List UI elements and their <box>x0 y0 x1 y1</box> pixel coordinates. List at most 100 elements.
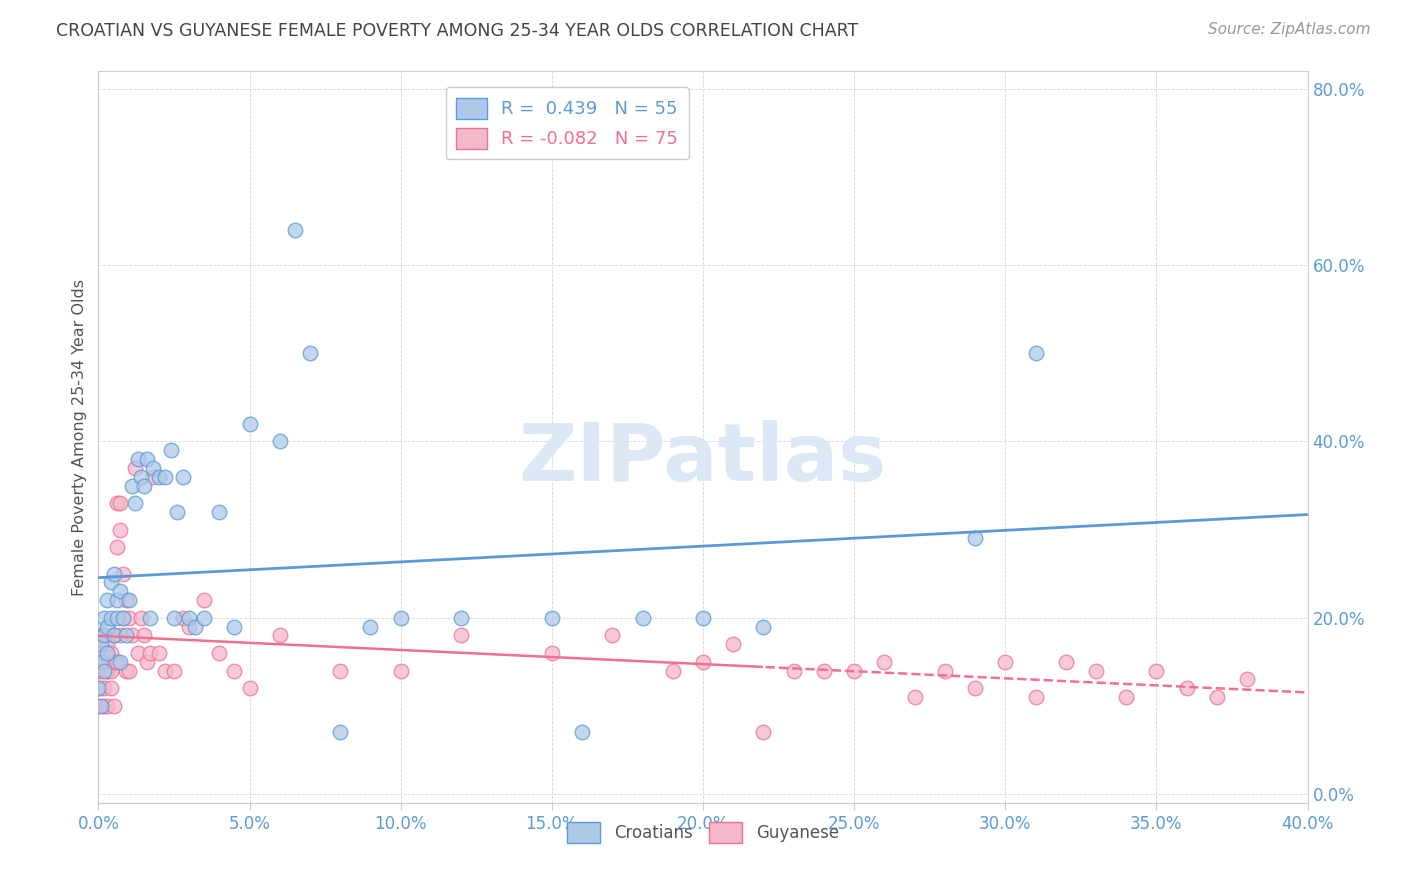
Point <box>93 628 115 642</box>
Point <box>269 628 291 642</box>
Point <box>148 646 170 660</box>
Point <box>389 664 412 678</box>
Point <box>135 655 157 669</box>
Point <box>127 646 149 660</box>
Point <box>96 593 118 607</box>
Point <box>602 628 624 642</box>
Point <box>1054 655 1077 669</box>
Point <box>239 681 262 696</box>
Point <box>96 637 118 651</box>
Point <box>965 681 987 696</box>
Point <box>105 655 128 669</box>
Point <box>90 655 112 669</box>
Point <box>299 346 322 360</box>
Point <box>1175 681 1198 696</box>
Point <box>90 646 112 660</box>
Point <box>135 452 157 467</box>
Point <box>96 646 118 660</box>
Point <box>127 452 149 467</box>
Point <box>360 619 382 633</box>
Point <box>450 611 472 625</box>
Point <box>166 505 188 519</box>
Point <box>108 584 131 599</box>
Point <box>571 725 593 739</box>
Point <box>103 628 125 642</box>
Point <box>1236 673 1258 687</box>
Point <box>100 664 122 678</box>
Point <box>100 646 122 660</box>
Point <box>844 664 866 678</box>
Point <box>93 698 115 713</box>
Point <box>105 496 128 510</box>
Point <box>90 681 112 696</box>
Point <box>540 611 562 625</box>
Point <box>103 628 125 642</box>
Point <box>692 611 714 625</box>
Point <box>783 664 806 678</box>
Point <box>111 611 134 625</box>
Point <box>108 628 131 642</box>
Point <box>87 664 110 678</box>
Point <box>103 655 125 669</box>
Point <box>96 619 118 633</box>
Point <box>224 619 246 633</box>
Text: CROATIAN VS GUYANESE FEMALE POVERTY AMONG 25-34 YEAR OLDS CORRELATION CHART: CROATIAN VS GUYANESE FEMALE POVERTY AMON… <box>56 22 859 40</box>
Point <box>1024 690 1046 704</box>
Point <box>114 628 136 642</box>
Point <box>193 593 215 607</box>
Point <box>329 664 352 678</box>
Point <box>692 655 714 669</box>
Point <box>93 655 115 669</box>
Point <box>96 698 118 713</box>
Point <box>139 611 162 625</box>
Point <box>148 469 170 483</box>
Point <box>105 611 128 625</box>
Point <box>172 469 194 483</box>
Point <box>114 593 136 607</box>
Point <box>100 575 122 590</box>
Point <box>284 223 307 237</box>
Text: ZIPatlas: ZIPatlas <box>519 420 887 498</box>
Point <box>934 664 956 678</box>
Point <box>160 443 183 458</box>
Point <box>121 478 143 492</box>
Point <box>124 461 146 475</box>
Point <box>142 461 165 475</box>
Point <box>90 698 112 713</box>
Point <box>1024 346 1046 360</box>
Point <box>269 434 291 449</box>
Point <box>105 593 128 607</box>
Point <box>124 496 146 510</box>
Point <box>142 469 165 483</box>
Point <box>96 664 118 678</box>
Point <box>129 469 152 483</box>
Legend: Croatians, Guyanese: Croatians, Guyanese <box>561 815 845 849</box>
Point <box>163 611 186 625</box>
Point <box>1206 690 1229 704</box>
Point <box>103 698 125 713</box>
Point <box>87 681 110 696</box>
Point <box>132 478 155 492</box>
Point <box>965 532 987 546</box>
Point <box>661 664 683 678</box>
Point <box>389 611 412 625</box>
Point <box>93 681 115 696</box>
Point <box>93 611 115 625</box>
Point <box>208 505 231 519</box>
Point <box>994 655 1017 669</box>
Point <box>752 725 775 739</box>
Point <box>93 628 115 642</box>
Point <box>813 664 835 678</box>
Point <box>224 664 246 678</box>
Point <box>103 566 125 581</box>
Point <box>540 646 562 660</box>
Point <box>87 698 110 713</box>
Point <box>631 611 654 625</box>
Point <box>179 611 201 625</box>
Point <box>100 681 122 696</box>
Point <box>184 619 207 633</box>
Point <box>129 611 152 625</box>
Point <box>193 611 215 625</box>
Point <box>723 637 745 651</box>
Point <box>239 417 262 431</box>
